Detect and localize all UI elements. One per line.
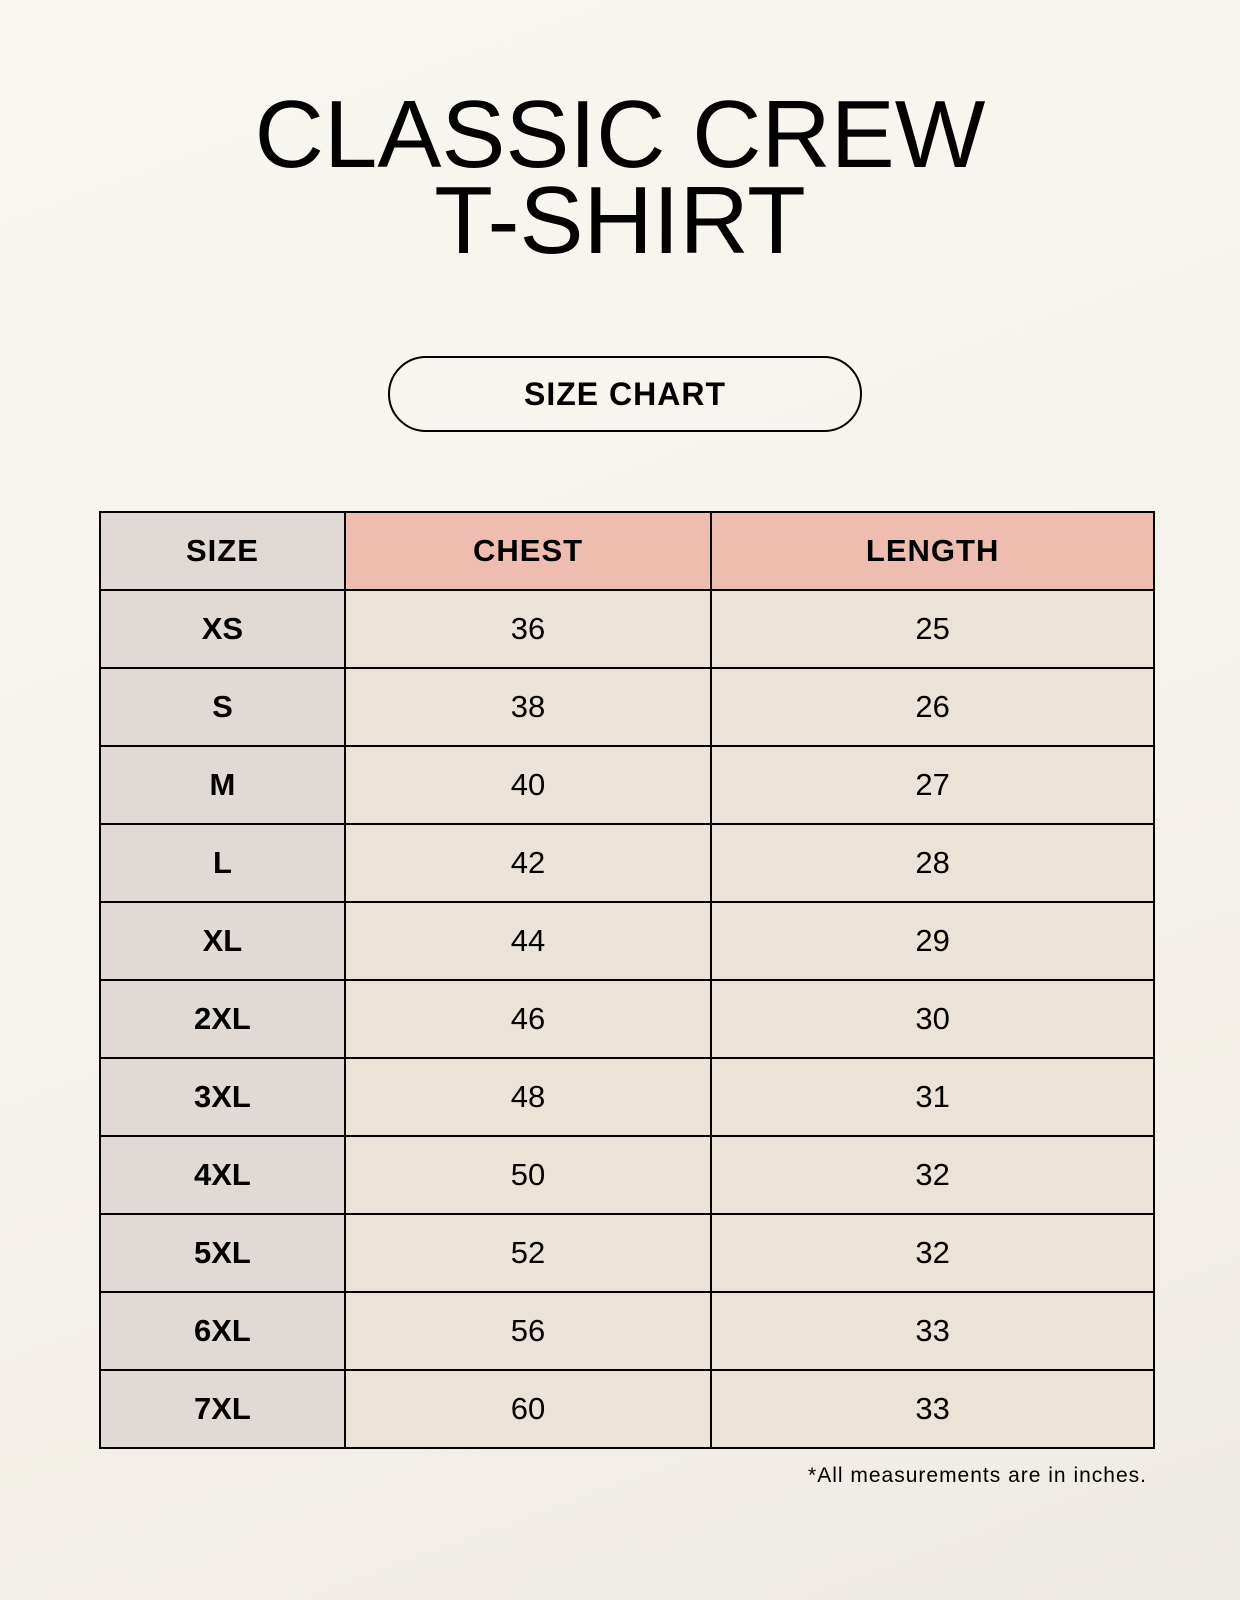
cell-size: 3XL [99, 1057, 346, 1137]
table-row: 6XL 56 33 [99, 1291, 1155, 1371]
cell-size: 2XL [99, 979, 346, 1059]
cell-length: 33 [710, 1369, 1155, 1449]
cell-size: 7XL [99, 1369, 346, 1449]
footnote: *All measurements are in inches. [808, 1464, 1147, 1487]
cell-size: L [99, 823, 346, 903]
cell-chest: 38 [343, 667, 713, 747]
size-table: SIZE CHEST LENGTH XS 36 25 S 38 26 M 40 27 L 42 28 X… [99, 511, 1155, 1449]
cell-chest: 44 [343, 901, 713, 981]
cell-chest: 36 [343, 589, 713, 669]
cell-chest: 48 [343, 1057, 713, 1137]
cell-chest: 40 [343, 745, 713, 825]
table-row: M 40 27 [99, 745, 1155, 825]
cell-chest: 56 [343, 1291, 713, 1371]
cell-size: XS [99, 589, 346, 669]
table-row: 7XL 60 33 [99, 1369, 1155, 1449]
cell-chest: 52 [343, 1213, 713, 1293]
table-row: L 42 28 [99, 823, 1155, 903]
cell-length: 32 [710, 1135, 1155, 1215]
title-line-2: T-SHIRT [434, 167, 806, 274]
cell-chest: 60 [343, 1369, 713, 1449]
title-line-1: CLASSIC CREW [254, 81, 986, 188]
cell-chest: 50 [343, 1135, 713, 1215]
cell-length: 30 [710, 979, 1155, 1059]
cell-size: M [99, 745, 346, 825]
cell-length: 29 [710, 901, 1155, 981]
cell-length: 26 [710, 667, 1155, 747]
cell-size: 4XL [99, 1135, 346, 1215]
cell-size: XL [99, 901, 346, 981]
header-length: LENGTH [710, 511, 1155, 591]
cell-length: 33 [710, 1291, 1155, 1371]
cell-size: S [99, 667, 346, 747]
cell-chest: 46 [343, 979, 713, 1059]
cell-length: 32 [710, 1213, 1155, 1293]
table-row: 2XL 46 30 [99, 979, 1155, 1059]
cell-length: 27 [710, 745, 1155, 825]
table-row: 3XL 48 31 [99, 1057, 1155, 1137]
cell-length: 25 [710, 589, 1155, 669]
page-title: CLASSIC CREW T-SHIRT [0, 81, 1240, 274]
cell-length: 28 [710, 823, 1155, 903]
cell-chest: 42 [343, 823, 713, 903]
table-row: 5XL 52 32 [99, 1213, 1155, 1293]
table-row: S 38 26 [99, 667, 1155, 747]
cell-size: 5XL [99, 1213, 346, 1293]
size-chart-badge: SIZE CHART [388, 356, 862, 432]
table-row: XL 44 29 [99, 901, 1155, 981]
header-chest: CHEST [343, 511, 713, 591]
table-header-row: SIZE CHEST LENGTH [99, 511, 1155, 591]
cell-length: 31 [710, 1057, 1155, 1137]
table-row: 4XL 50 32 [99, 1135, 1155, 1215]
cell-size: 6XL [99, 1291, 346, 1371]
table-row: XS 36 25 [99, 589, 1155, 669]
header-size: SIZE [99, 511, 346, 591]
